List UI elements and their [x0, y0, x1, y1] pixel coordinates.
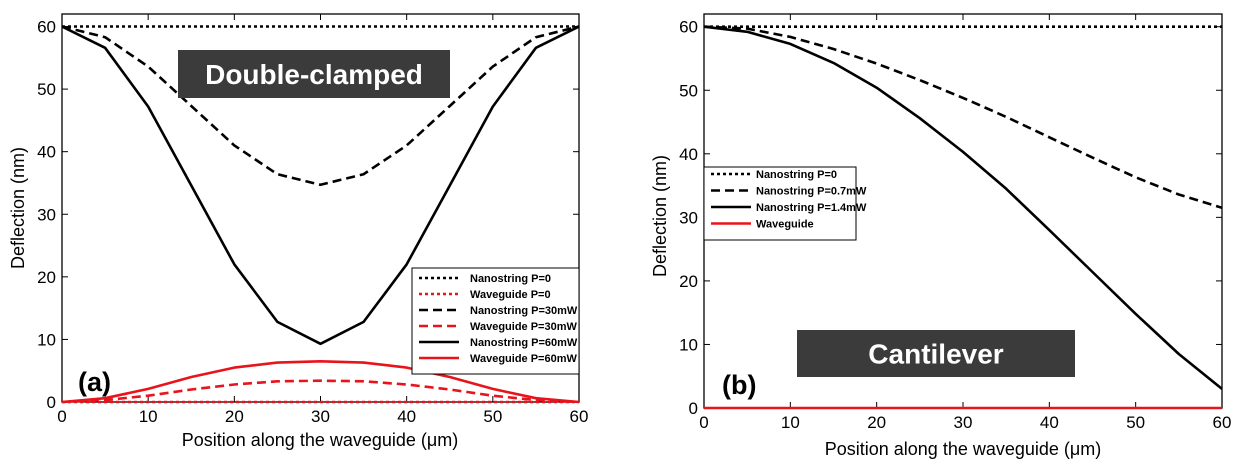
y-tick-label: 50 [679, 81, 698, 100]
x-axis-label: Position along the waveguide (μm) [182, 430, 459, 450]
legend-entry-4: Waveguide P=30mW [470, 321, 577, 333]
legend-entry-1: Nanostring P=0 [470, 273, 551, 285]
x-tick-label: 10 [139, 407, 158, 426]
legend-entry-3: Nanostring P=30mW [470, 305, 578, 317]
y-tick-label: 60 [37, 18, 56, 37]
x-tick-label: 0 [699, 413, 708, 432]
legend-entry-2: Waveguide P=0 [470, 289, 551, 301]
x-tick-label: 30 [311, 407, 330, 426]
legend-entry-2: Nanostring P=0.7mW [756, 186, 867, 198]
x-tick-label: 30 [954, 413, 973, 432]
y-tick-label: 10 [679, 335, 698, 354]
legend: Nanostring P=0 Waveguide P=0 Nanostring P=… [411, 267, 580, 375]
x-tick-label: 10 [781, 413, 800, 432]
x-tick-label: 20 [867, 413, 886, 432]
y-tick-label: 20 [37, 268, 56, 287]
legend-entry-6: Waveguide P=60mW [470, 353, 577, 365]
y-tick-label: 30 [37, 205, 56, 224]
legend: Nanostring P=0 Nanostring P=0.7mW Nanostri… [703, 166, 867, 241]
panel-label: (a) [78, 367, 111, 397]
series-line-4 [62, 379, 579, 404]
x-tick-label: 50 [1126, 413, 1145, 432]
y-tick-label: 40 [679, 145, 698, 164]
x-tick-label: 60 [570, 407, 589, 426]
series-group [62, 25, 579, 404]
chart-panel-b: 0 10 20 30 40 50 60 0 10 20 30 40 50 60 Position along… [650, 13, 1232, 459]
x-tick-label: 20 [225, 407, 244, 426]
x-tick-label: 50 [483, 407, 502, 426]
banner-title: Double-clamped [205, 59, 423, 90]
banner-title: Cantilever [868, 339, 1003, 370]
series-line-6 [62, 359, 579, 404]
y-tick-label: 10 [37, 330, 56, 349]
y-tick-label: 0 [689, 399, 698, 418]
panel-label: (b) [722, 370, 756, 400]
legend-entry-4: Waveguide [756, 219, 814, 231]
y-axis-label: Deflection (nm) [650, 155, 670, 277]
x-tick-label: 40 [397, 407, 416, 426]
banner-box [797, 330, 1075, 377]
y-tick-label: 40 [37, 143, 56, 162]
legend-box [411, 267, 580, 375]
y-tick-label: 20 [679, 272, 698, 291]
series-group [704, 25, 1222, 410]
banner-box [178, 50, 450, 98]
x-tick-label: 40 [1040, 413, 1059, 432]
legend-box [703, 166, 857, 241]
chart-panel-a: 0 10 20 30 40 50 60 0 10 20 30 40 50 60 Position along… [8, 13, 589, 450]
x-tick-label: 60 [1213, 413, 1232, 432]
y-tick-label: 0 [47, 393, 56, 412]
series-line-3 [704, 25, 1222, 390]
series-line-2 [704, 25, 1222, 210]
series-line-5 [62, 25, 579, 346]
series-line-3 [62, 25, 579, 187]
legend-entry-3: Nanostring P=1.4mW [756, 202, 867, 214]
y-tick-label: 60 [679, 18, 698, 37]
y-axis-label: Deflection (nm) [8, 147, 28, 269]
x-axis-label: Position along the waveguide (μm) [825, 439, 1102, 459]
legend-entry-1: Nanostring P=0 [756, 169, 837, 181]
legend-entry-5: Nanostring P=60mW [470, 337, 578, 349]
y-tick-label: 50 [37, 80, 56, 99]
x-tick-label: 0 [57, 407, 66, 426]
y-tick-label: 30 [679, 208, 698, 227]
